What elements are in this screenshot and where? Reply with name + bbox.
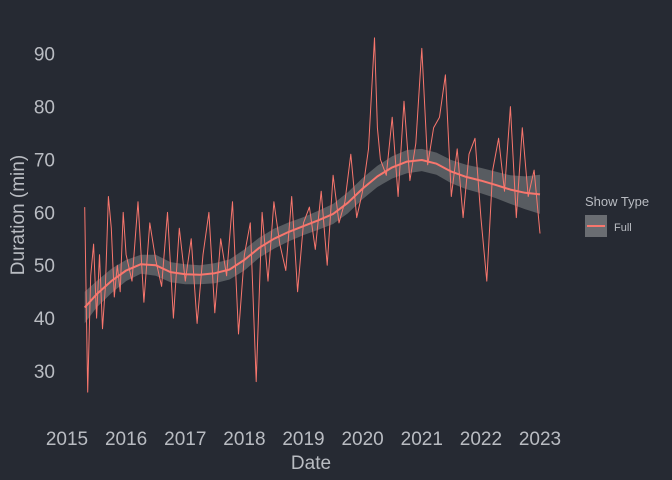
x-tick-label: 2020	[341, 429, 383, 450]
x-tick-label: 2023	[519, 429, 561, 450]
y-axis-ticks: 30 40 50 60 70 80 90	[34, 45, 55, 383]
legend: Show Type Full	[585, 194, 649, 237]
raw-series-layer	[84, 37, 541, 393]
y-tick-label: 60	[34, 203, 55, 224]
legend-title: Show Type	[585, 194, 649, 209]
x-axis-title: Date	[291, 453, 331, 474]
smooth-series-layer	[83, 159, 541, 309]
x-tick-label: 2015	[46, 429, 88, 450]
y-tick-label: 80	[34, 98, 55, 119]
x-tick-label: 2022	[460, 429, 502, 450]
x-tick-label: 2017	[164, 429, 206, 450]
x-tick-label: 2021	[401, 429, 443, 450]
series-raw-line	[84, 37, 541, 393]
series-smooth-line	[83, 159, 541, 309]
x-tick-label: 2018	[223, 429, 265, 450]
y-tick-label: 70	[34, 151, 55, 172]
y-tick-label: 30	[34, 362, 55, 383]
y-tick-label: 40	[34, 309, 55, 330]
confidence-band	[84, 148, 540, 324]
legend-label-full: Full	[614, 222, 632, 234]
x-axis-ticks: 2015 2016 2017 2018 2019 2020 2021 2022 2023	[46, 429, 561, 450]
x-tick-label: 2019	[282, 429, 324, 450]
confidence-band-layer	[84, 148, 540, 324]
y-tick-label: 50	[34, 256, 55, 277]
x-tick-label: 2016	[105, 429, 147, 450]
y-tick-label: 90	[34, 45, 55, 66]
y-axis-title: Duration (min)	[8, 155, 29, 275]
